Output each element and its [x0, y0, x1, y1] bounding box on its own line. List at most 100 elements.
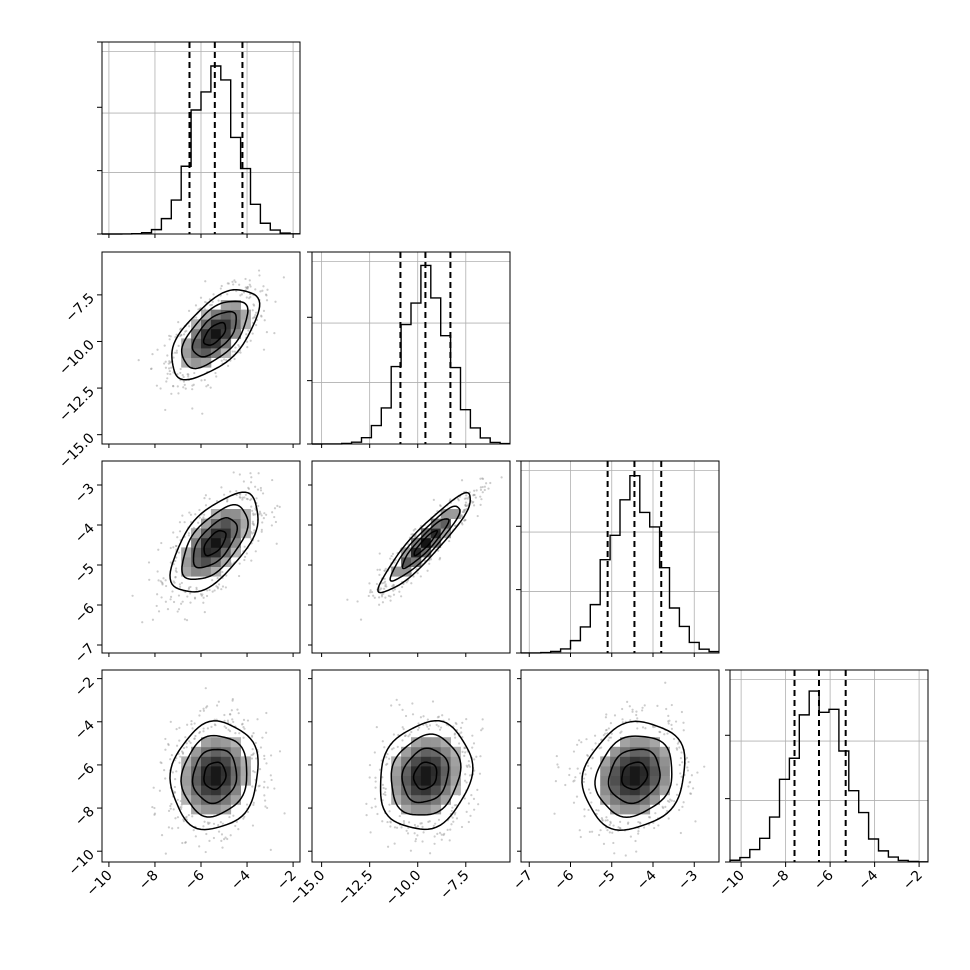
density-cell [411, 756, 422, 767]
density-cell [391, 785, 402, 796]
density-cell [420, 794, 432, 805]
scatter-point [221, 570, 224, 574]
density-cell [620, 804, 631, 815]
scatter-point [682, 729, 685, 732]
scatter-point [186, 373, 189, 376]
scatter-point [653, 826, 656, 830]
scatter-point [252, 522, 255, 526]
scatter-point [259, 489, 263, 492]
scatter-point [609, 821, 612, 825]
scatter-point [151, 805, 154, 809]
scatter-point [473, 769, 476, 772]
scatter-point [181, 600, 184, 603]
scatter-point [480, 498, 483, 501]
x-tick-label: −6 [811, 867, 837, 893]
scatter-point [378, 768, 382, 771]
scatter-point [182, 386, 185, 389]
scatter-point [273, 507, 277, 510]
scatter-point [591, 756, 594, 759]
scatter-point [376, 568, 379, 571]
scatter-point [384, 567, 387, 570]
scatter-point [244, 286, 247, 289]
density-cell [181, 557, 192, 567]
scatter-point [184, 330, 187, 333]
density-cell [401, 794, 412, 805]
density-cell [629, 737, 641, 748]
scatter-point [390, 704, 393, 707]
scatter-point [228, 730, 232, 733]
scatter-point [257, 504, 260, 508]
scatter-point [180, 602, 183, 605]
scatter-point [269, 774, 272, 777]
scatter-point [155, 384, 159, 387]
density-cell [440, 518, 451, 529]
scatter-point [479, 486, 482, 489]
scatter-point [472, 797, 476, 800]
density-cell [450, 509, 461, 519]
scatter-point [265, 731, 268, 734]
contour-line [390, 733, 462, 816]
scatter-point [170, 366, 173, 369]
scatter-point [150, 367, 153, 371]
scatter-point [202, 707, 205, 710]
scatter-point [374, 805, 377, 808]
scatter-point [187, 814, 190, 817]
density-cell [220, 785, 232, 796]
scatter-point [241, 496, 244, 499]
scatter-point [641, 726, 645, 729]
scatter-point [242, 480, 245, 483]
density-cell [391, 775, 402, 786]
scatter-point [613, 852, 616, 855]
scatter-point [172, 546, 175, 549]
hist-panel-1 [97, 41, 301, 235]
density-cell [210, 328, 222, 339]
scatter-point [210, 725, 213, 728]
scatter-point [576, 767, 579, 770]
density-cell [201, 566, 212, 577]
scatter-point [237, 343, 240, 347]
scatter-point [652, 726, 655, 729]
scatter-point [405, 581, 408, 584]
scatter-point [384, 791, 387, 794]
scatter-point [225, 574, 228, 577]
scatter-point [174, 576, 177, 579]
scatter-point [457, 499, 460, 502]
density-cell [181, 785, 192, 796]
density-cell [600, 794, 611, 805]
hist-panel-frame [520, 460, 720, 654]
density-cell [401, 766, 412, 776]
scatter-point [374, 786, 377, 789]
scatter-point [250, 505, 253, 508]
scatter-point [254, 311, 258, 314]
scatter-point [238, 732, 241, 735]
scatter-point [265, 762, 268, 765]
scatter-point [473, 489, 476, 492]
density-cell [600, 766, 611, 776]
scatter-point [587, 808, 590, 812]
scatter-point [181, 374, 184, 377]
scatter-point [398, 590, 401, 593]
density-cell [191, 566, 202, 577]
density-cell [230, 794, 241, 805]
density-cell [430, 756, 442, 767]
scatter-point [242, 817, 245, 820]
scatter-point [463, 746, 466, 750]
scatter-point [620, 730, 623, 733]
density-cell [220, 319, 232, 330]
scatter-point [380, 587, 383, 590]
scatter-point [680, 751, 683, 754]
density-cell [430, 804, 442, 815]
scatter-point [189, 741, 192, 744]
scatter-point [184, 841, 187, 844]
scatter-point [593, 734, 597, 737]
hist-panel-3 [516, 460, 720, 654]
scatter-point [217, 824, 220, 827]
scatter-point [421, 840, 424, 843]
contour-line [581, 720, 686, 831]
scatter-point [233, 350, 236, 353]
scatter-point [173, 581, 176, 584]
scatter-point [576, 743, 579, 746]
density-cell [629, 794, 641, 805]
x-tick-label: −6 [182, 867, 208, 893]
scatter-point [587, 764, 590, 767]
